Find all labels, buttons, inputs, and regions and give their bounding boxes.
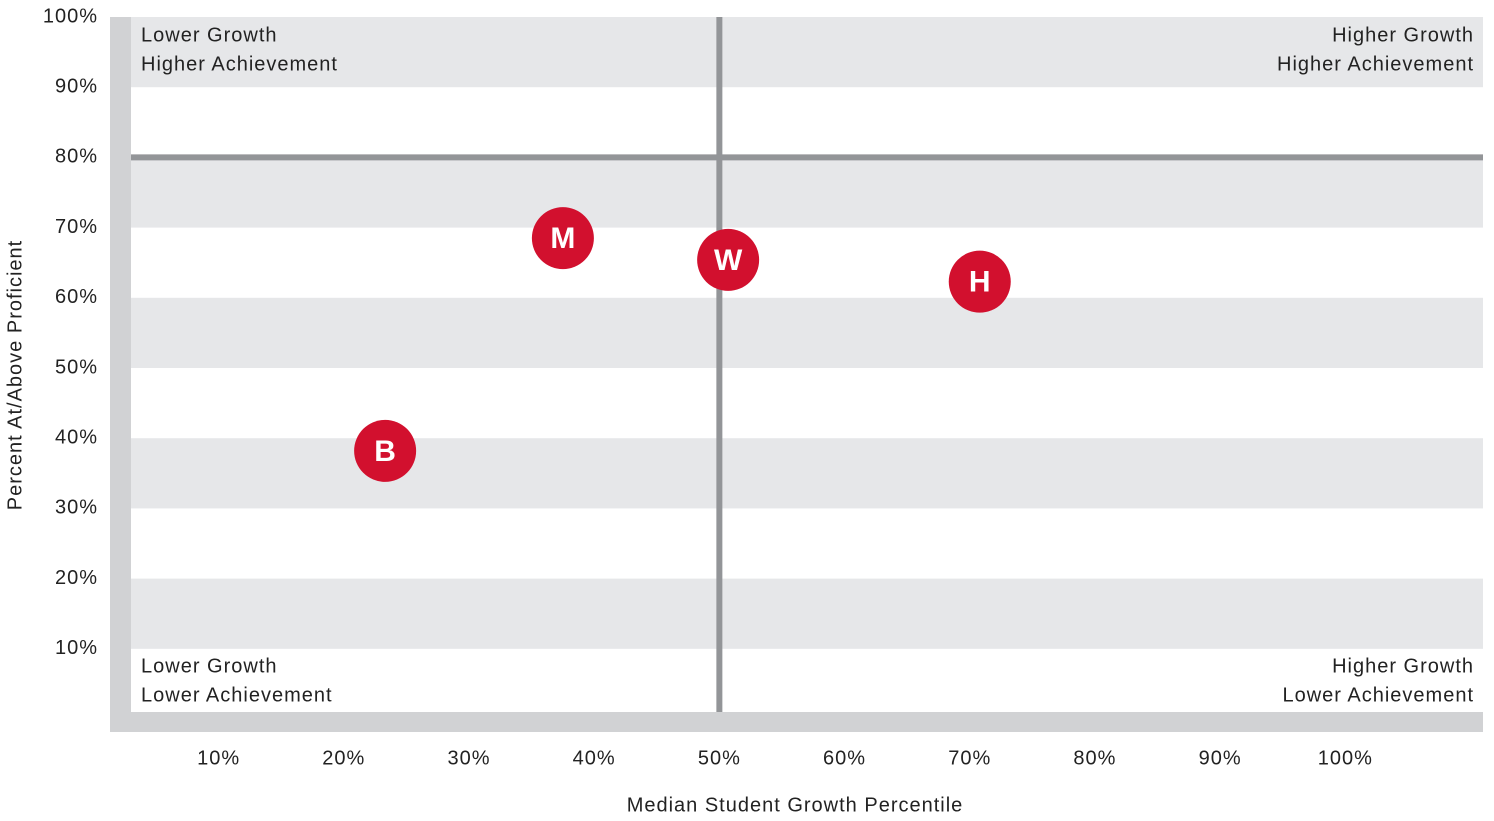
- grid-band: [131, 438, 1483, 509]
- quadrant-label: Lower Achievement: [1282, 684, 1474, 706]
- x-tick-label: 10%: [197, 747, 240, 769]
- y-tick-label: 50%: [55, 356, 98, 378]
- x-tick-label: 100%: [1318, 747, 1373, 769]
- grid-band: [131, 157, 1483, 228]
- x-tick-label: 40%: [573, 747, 616, 769]
- x-tick-label: 20%: [322, 747, 365, 769]
- y-tick-label: 70%: [55, 216, 98, 238]
- y-axis-label: Percent At/Above Proficient: [4, 240, 26, 510]
- x-tick-label: 90%: [1199, 747, 1242, 769]
- quadrant-label: Lower Achievement: [141, 684, 333, 706]
- x-tick-label: 50%: [698, 747, 741, 769]
- y-tick-label: 60%: [55, 286, 98, 308]
- quadrant-label: Higher Achievement: [141, 53, 338, 75]
- grid-band: [131, 297, 1483, 369]
- point-label: B: [374, 435, 396, 468]
- quadrant-label: Lower Growth: [141, 655, 278, 677]
- axis-frame: [110, 712, 1483, 732]
- quadrant-label: Higher Growth: [1332, 24, 1474, 46]
- x-tick-label: 70%: [948, 747, 991, 769]
- axis-frame: [110, 17, 131, 732]
- x-tick-label: 30%: [447, 747, 490, 769]
- y-tick-label: 10%: [55, 637, 98, 659]
- quadrant-label: Higher Achievement: [1277, 53, 1474, 75]
- quadrant-label: Lower Growth: [141, 24, 278, 46]
- quadrant-label: Higher Growth: [1332, 655, 1474, 677]
- point-label: M: [550, 222, 575, 255]
- y-tick-label: 20%: [55, 567, 98, 589]
- x-axis-label: Median Student Growth Percentile: [627, 794, 964, 816]
- y-tick-label: 80%: [55, 146, 98, 168]
- x-tick-label: 80%: [1073, 747, 1116, 769]
- y-tick-label: 100%: [43, 5, 98, 27]
- y-tick-label: 90%: [55, 75, 98, 97]
- data-point: [531, 207, 594, 270]
- data-point: [697, 228, 760, 291]
- grid-band: [131, 17, 1483, 88]
- data-point: [948, 250, 1011, 313]
- y-tick-label: 40%: [55, 426, 98, 448]
- y-tick-label: 30%: [55, 497, 98, 519]
- data-point: [354, 419, 417, 482]
- grid-band: [131, 578, 1483, 649]
- x-tick-label: 60%: [823, 747, 866, 769]
- point-label: H: [969, 266, 991, 299]
- point-label: W: [714, 244, 743, 277]
